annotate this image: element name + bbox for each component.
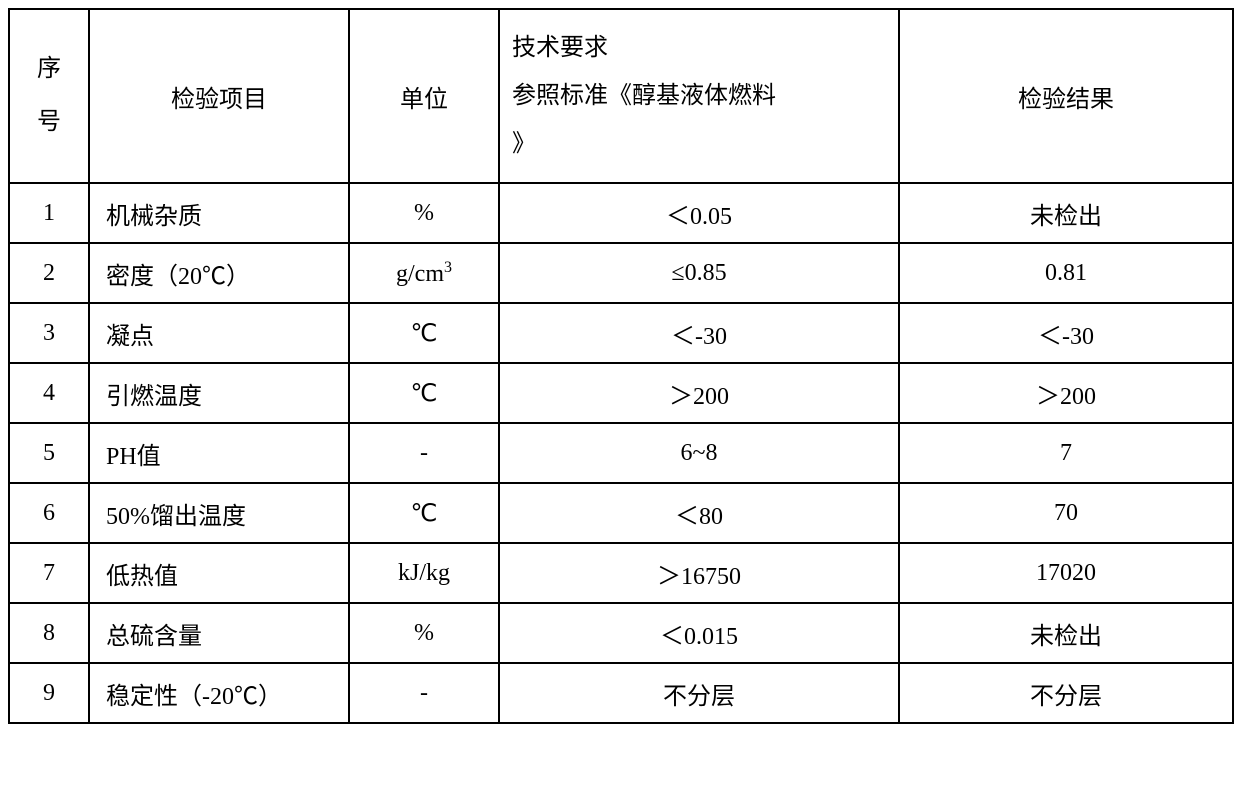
table-row: 8 总硫含量 % ＜0.015 未检出 [9,603,1233,663]
cell-result: 未检出 [899,183,1233,243]
cell-seq: 9 [9,663,89,723]
cell-requirement: ＜0.05 [499,183,899,243]
table-row: 7 低热值 kJ/kg ＞16750 17020 [9,543,1233,603]
cell-seq: 5 [9,423,89,483]
header-item: 检验项目 [89,9,349,183]
cell-seq: 8 [9,603,89,663]
cell-item: 50%馏出温度 [89,483,349,543]
cell-result: 7 [899,423,1233,483]
cell-unit: ℃ [349,483,499,543]
cell-requirement: ＜80 [499,483,899,543]
cell-requirement: ＜-30 [499,303,899,363]
inspection-table: 序 号 检验项目 单位 技术要求 参照标准《醇基液体燃料 》 检验结果 1 机械… [8,8,1234,724]
cell-unit: g/cm3 [349,243,499,303]
table-row: 5 PH值 - 6~8 7 [9,423,1233,483]
cell-item: 总硫含量 [89,603,349,663]
cell-result: 17020 [899,543,1233,603]
cell-seq: 6 [9,483,89,543]
cell-unit: ℃ [349,363,499,423]
header-requirement: 技术要求 参照标准《醇基液体燃料 》 [499,9,899,183]
cell-unit: kJ/kg [349,543,499,603]
header-seq-l2: 号 [37,109,61,135]
cell-unit: - [349,663,499,723]
cell-result: ＜-30 [899,303,1233,363]
cell-item: 密度（20℃） [89,243,349,303]
cell-seq: 1 [9,183,89,243]
cell-requirement: ＜0.015 [499,603,899,663]
cell-unit: - [349,423,499,483]
cell-seq: 3 [9,303,89,363]
header-req-l2b: 》 [512,120,886,168]
table-row: 9 稳定性（-20℃） - 不分层 不分层 [9,663,1233,723]
table-row: 1 机械杂质 % ＜0.05 未检出 [9,183,1233,243]
header-req-l2a: 参照标准《醇基液体燃料 [512,72,886,120]
cell-item: 低热值 [89,543,349,603]
cell-unit: ℃ [349,303,499,363]
cell-unit: % [349,183,499,243]
cell-item: 机械杂质 [89,183,349,243]
cell-item: 引燃温度 [89,363,349,423]
cell-result: ＞200 [899,363,1233,423]
cell-requirement: ＞200 [499,363,899,423]
table-row: 3 凝点 ℃ ＜-30 ＜-30 [9,303,1233,363]
header-result: 检验结果 [899,9,1233,183]
cell-result: 未检出 [899,603,1233,663]
cell-requirement: 不分层 [499,663,899,723]
cell-requirement: ≤0.85 [499,243,899,303]
header-seq: 序 号 [9,9,89,183]
header-req-l1: 技术要求 [512,24,886,72]
cell-item: 稳定性（-20℃） [89,663,349,723]
header-unit: 单位 [349,9,499,183]
cell-seq: 2 [9,243,89,303]
table-row: 4 引燃温度 ℃ ＞200 ＞200 [9,363,1233,423]
table-body: 1 机械杂质 % ＜0.05 未检出 2 密度（20℃） g/cm3 ≤0.85… [9,183,1233,723]
table-header-row: 序 号 检验项目 单位 技术要求 参照标准《醇基液体燃料 》 检验结果 [9,9,1233,183]
header-seq-l1: 序 [37,56,61,82]
cell-requirement: ＞16750 [499,543,899,603]
cell-item: 凝点 [89,303,349,363]
cell-seq: 4 [9,363,89,423]
cell-result: 不分层 [899,663,1233,723]
cell-unit: % [349,603,499,663]
cell-result: 0.81 [899,243,1233,303]
table-row: 2 密度（20℃） g/cm3 ≤0.85 0.81 [9,243,1233,303]
cell-seq: 7 [9,543,89,603]
cell-requirement: 6~8 [499,423,899,483]
table-row: 6 50%馏出温度 ℃ ＜80 70 [9,483,1233,543]
cell-result: 70 [899,483,1233,543]
cell-item: PH值 [89,423,349,483]
